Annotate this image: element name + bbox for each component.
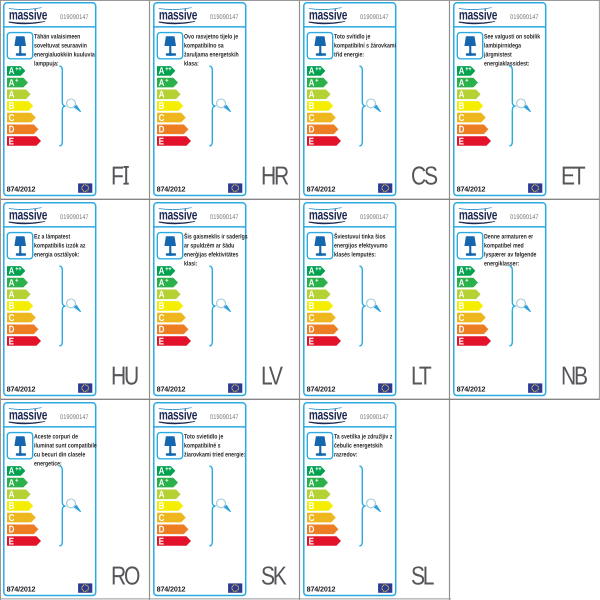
svg-text:žaruljama energetskih: žaruljama energetskih [184, 52, 239, 59]
svg-text:SL: SL [411, 561, 434, 591]
svg-text:See valgusti on sobilik: See valgusti on sobilik [484, 33, 541, 40]
svg-text:RO: RO [111, 561, 139, 591]
svg-text:energijos efektyvumo: energijos efektyvumo [334, 242, 388, 249]
svg-text:energialuokkiin kuuluvia: energialuokkiin kuuluvia [34, 52, 95, 59]
svg-text:razredov:: razredov: [334, 452, 357, 459]
svg-text:Toto svietidlo je: Toto svietidlo je [184, 433, 224, 440]
svg-text:ET: ET [561, 161, 586, 191]
svg-text:lyspærer av følgende: lyspærer av følgende [484, 252, 537, 259]
svg-text:ar spuldzēm ar šādu: ar spuldzēm ar šādu [184, 242, 234, 249]
svg-text:Ez a lámpatest: Ez a lámpatest [34, 233, 71, 240]
svg-text:klasi:: klasi: [184, 261, 197, 268]
svg-text:Ta svetilka je združljiv z: Ta svetilka je združljiv z [334, 433, 392, 440]
svg-text:energia osztályok:: energia osztályok: [34, 252, 79, 259]
svg-text:I: I [123, 161, 129, 191]
svg-text:HR: HR [261, 161, 289, 191]
svg-text:kompatibilis izzók az: kompatibilis izzók az [34, 242, 86, 249]
svg-text:klasa:: klasa: [184, 61, 199, 68]
svg-text:kompatibel med: kompatibel med [484, 242, 524, 249]
svg-text:energetice:: energetice: [34, 461, 62, 468]
svg-text:kompatibilné s: kompatibilné s [184, 442, 221, 449]
svg-text:järgmistest: järgmistest [483, 52, 512, 59]
svg-text:čebulic energetskih: čebulic energetskih [334, 442, 383, 449]
svg-text:SK: SK [261, 561, 287, 591]
svg-text:Tähän valaisimeen: Tähän valaisimeen [34, 33, 80, 40]
svg-text:Ovo rasvjetno tijelo je: Ovo rasvjetno tijelo je [184, 33, 238, 40]
svg-text:žiarovkami tried energie:: žiarovkami tried energie: [184, 452, 245, 459]
svg-text:lambipirnidega: lambipirnidega [484, 42, 521, 49]
svg-text:CS: CS [411, 161, 438, 191]
svg-text:klasės lemputės:: klasės lemputės: [334, 252, 376, 259]
svg-text:F: F [111, 161, 124, 191]
svg-text:Denne armaturen er: Denne armaturen er [484, 233, 534, 240]
svg-text:Aceste corpuri de: Aceste corpuri de [34, 433, 78, 440]
svg-text:cu becuri din clasele: cu becuri din clasele [34, 452, 86, 459]
svg-text:energiklasser:: energiklasser: [484, 261, 519, 268]
svg-text:NB: NB [561, 361, 587, 391]
svg-text:HU: HU [111, 361, 138, 391]
svg-text:tříd energie:: tříd energie: [334, 52, 364, 59]
svg-text:Toto svítidlo je: Toto svítidlo je [334, 33, 371, 40]
svg-text:Šviestuvui tinka šios: Šviestuvui tinka šios [334, 232, 386, 240]
svg-text:Šis gaismeklis ir saderīgs: Šis gaismeklis ir saderīgs [184, 232, 248, 240]
svg-text:lamppuja:: lamppuja: [34, 61, 59, 68]
svg-text:energiaklassidest:: energiaklassidest: [484, 61, 529, 68]
svg-text:kompatibilno sa: kompatibilno sa [184, 42, 224, 49]
svg-text:kompatibilní s žárovkami: kompatibilní s žárovkami [334, 42, 396, 49]
svg-text:soveltuvat seuraaviin: soveltuvat seuraaviin [34, 42, 87, 49]
svg-text:enerģijas efektivitātes: enerģijas efektivitātes [184, 251, 239, 259]
svg-text:LV: LV [261, 361, 283, 391]
svg-text:LT: LT [411, 361, 432, 391]
svg-text:iluminat sunt compatibile: iluminat sunt compatibile [34, 442, 97, 449]
